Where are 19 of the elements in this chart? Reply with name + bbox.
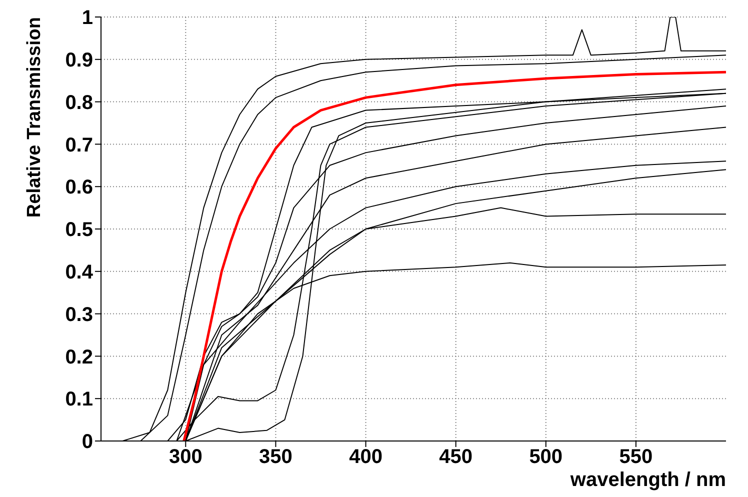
y-tick-label: 1: [82, 7, 93, 30]
y-tick-label: 0.9: [65, 50, 93, 72]
y-tick-label: 0.7: [65, 134, 93, 156]
x-tick-label: 500: [529, 446, 563, 468]
y-tick-label: 0.1: [65, 388, 93, 411]
x-tick-label: 400: [349, 446, 382, 468]
y-tick-label: 0.3: [65, 304, 93, 326]
x-tick-label: 300: [168, 446, 202, 468]
y-axis-title: Relative Transmission: [24, 17, 45, 218]
y-tick-label: 0.4: [65, 262, 94, 284]
y-tick-label: 0.6: [65, 176, 93, 199]
x-tick-label: 350: [259, 446, 292, 468]
y-tick-label: 0.5: [65, 219, 93, 242]
x-tick-label: 450: [439, 446, 473, 468]
x-tick-label: 550: [619, 446, 653, 468]
y-tick-label: 0: [82, 431, 93, 454]
y-tick-label: 0.2: [65, 346, 93, 368]
x-axis-title: wavelength / nm: [569, 469, 726, 491]
y-tick-label: 0.8: [65, 92, 93, 114]
